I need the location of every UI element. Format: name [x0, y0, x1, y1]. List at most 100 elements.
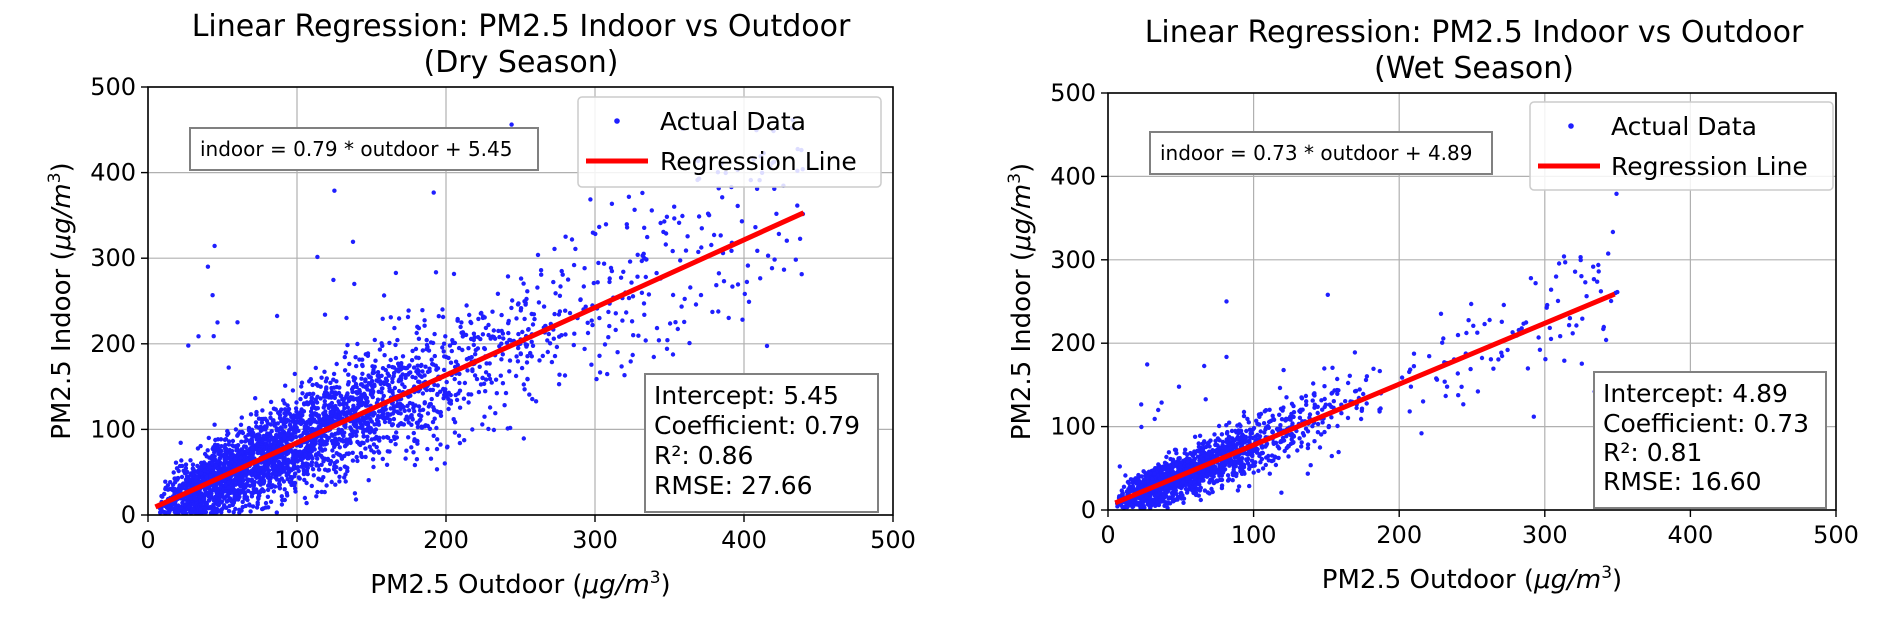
- data-point: [476, 389, 482, 395]
- data-point: [793, 257, 798, 262]
- data-point: [644, 257, 649, 262]
- data-point: [249, 450, 255, 455]
- data-point: [293, 406, 299, 411]
- data-point: [1357, 387, 1362, 392]
- data-point: [535, 285, 540, 290]
- data-point: [1241, 409, 1247, 415]
- data-point: [285, 437, 290, 442]
- data-point: [1596, 269, 1601, 274]
- data-point: [645, 234, 650, 240]
- data-point: [525, 354, 530, 359]
- data-point: [390, 379, 395, 385]
- data-point: [336, 409, 341, 414]
- data-point: [456, 345, 462, 351]
- data-point: [341, 439, 346, 444]
- data-point: [420, 348, 425, 353]
- data-point: [1152, 416, 1157, 422]
- data-point: [250, 504, 256, 509]
- data-point: [1123, 500, 1129, 505]
- data-point: [427, 366, 432, 371]
- data-point: [448, 360, 454, 365]
- data-point: [526, 327, 531, 332]
- data-point: [312, 412, 318, 417]
- data-point: [1277, 385, 1283, 391]
- data-point: [1242, 435, 1247, 440]
- data-point: [376, 379, 381, 384]
- data-point: [1288, 441, 1294, 446]
- data-point: [606, 335, 611, 340]
- data-point: [1227, 435, 1233, 440]
- data-point: [753, 225, 758, 230]
- data-point: [396, 403, 401, 408]
- data-point: [315, 254, 320, 260]
- data-point: [226, 508, 232, 514]
- data-point: [1164, 484, 1169, 490]
- data-point: [369, 437, 374, 442]
- data-point: [372, 337, 377, 343]
- data-point: [203, 510, 209, 515]
- data-point: [563, 332, 568, 337]
- data-point: [1361, 391, 1366, 397]
- data-point: [1267, 407, 1272, 412]
- data-point: [277, 426, 283, 432]
- data-point: [370, 364, 375, 369]
- data-point: [308, 409, 314, 414]
- data-point: [1219, 477, 1225, 483]
- data-point: [619, 364, 624, 369]
- data-point: [1159, 469, 1164, 474]
- data-point: [769, 266, 775, 271]
- data-point: [371, 442, 377, 447]
- data-point: [211, 498, 216, 503]
- data-point: [1181, 500, 1186, 505]
- data-point: [277, 415, 283, 421]
- data-point: [262, 460, 267, 465]
- data-point: [245, 483, 250, 488]
- data-point: [1419, 431, 1424, 436]
- data-point: [1195, 486, 1200, 492]
- data-point: [341, 433, 346, 439]
- data-point: [457, 388, 463, 393]
- data-point: [227, 503, 232, 509]
- data-point: [688, 285, 693, 290]
- data-point: [391, 406, 396, 411]
- data-point: [1196, 441, 1201, 446]
- data-point: [355, 405, 360, 410]
- data-point: [1345, 415, 1351, 421]
- data-point: [1553, 274, 1559, 279]
- data-point: [1279, 490, 1284, 495]
- data-point: [371, 411, 376, 416]
- data-point: [1407, 369, 1412, 375]
- data-point: [287, 422, 293, 428]
- legend: Actual Data Regression Line: [577, 96, 882, 188]
- data-point: [1225, 473, 1231, 478]
- data-point: [1281, 405, 1286, 410]
- data-point: [281, 479, 287, 484]
- data-point: [1220, 468, 1226, 474]
- data-point: [365, 387, 370, 392]
- data-point: [292, 371, 297, 377]
- data-point: [446, 355, 451, 361]
- data-point: [1236, 436, 1242, 442]
- data-point: [333, 390, 338, 395]
- data-point: [266, 437, 271, 443]
- data-point: [457, 371, 462, 377]
- data-point: [406, 420, 411, 425]
- data-point: [1584, 294, 1589, 299]
- data-point: [453, 392, 458, 398]
- data-point: [324, 385, 329, 390]
- data-point: [631, 333, 636, 338]
- data-point: [163, 479, 168, 484]
- y-tick-label: 200: [1050, 329, 1096, 357]
- data-point: [480, 422, 485, 427]
- data-point: [343, 479, 348, 484]
- data-point: [234, 492, 239, 497]
- data-point: [560, 272, 565, 277]
- data-point: [411, 405, 416, 411]
- data-point: [300, 463, 305, 469]
- data-point: [334, 361, 339, 367]
- data-point: [282, 469, 287, 474]
- x-tick-label: 500: [1813, 521, 1859, 549]
- data-point: [185, 469, 190, 475]
- data-point: [532, 316, 537, 322]
- data-point: [1272, 454, 1278, 459]
